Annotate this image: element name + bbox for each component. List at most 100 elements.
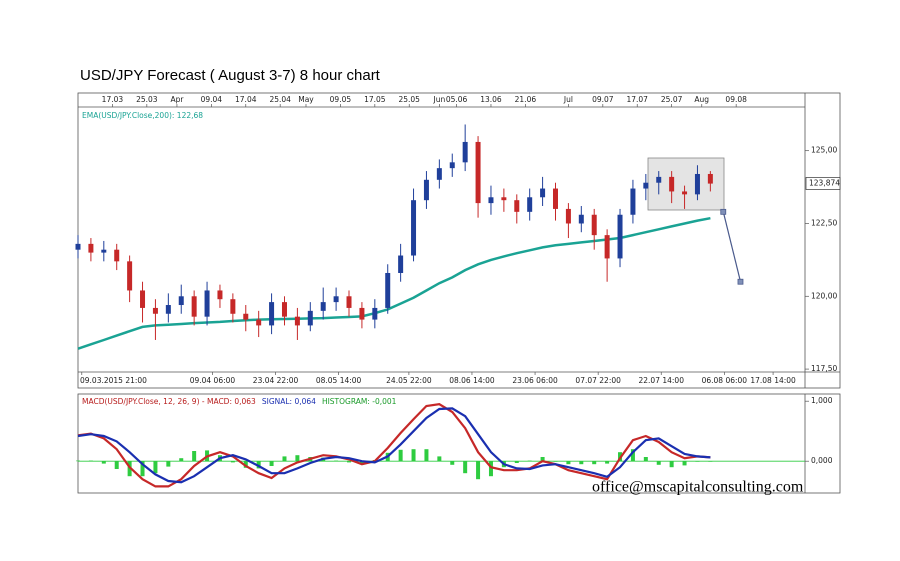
plot-layer: 117,50 120,00 122,50 125,00 17.03 25.03 Apr 09.… [75, 95, 841, 488]
histogram-bar [566, 461, 571, 465]
candle-body [578, 214, 584, 224]
x-tick-top-label: 09.07 [592, 95, 614, 104]
candle-body [591, 214, 597, 236]
candle-body [217, 290, 223, 300]
candle-body [294, 316, 300, 326]
histogram-bar [553, 461, 558, 462]
x-tick-label: 22.07 14:00 [639, 376, 685, 385]
y-tick-label: 117,50 [811, 364, 837, 373]
candle-body [423, 179, 429, 201]
candle-body [178, 296, 184, 306]
histogram-bar [488, 461, 493, 477]
candle-body [152, 307, 158, 314]
histogram-bar [656, 461, 661, 465]
candle-body [114, 249, 120, 262]
histogram-bar [592, 461, 597, 465]
candle-body [527, 197, 533, 212]
candle-body [682, 191, 688, 195]
histogram-bar [579, 461, 584, 465]
x-tick-top-label: 13.06 [480, 95, 502, 104]
x-tick-label: 06.08 06:00 [702, 376, 748, 385]
x-tick-label: 24.05 22:00 [386, 376, 432, 385]
macd-line [77, 407, 711, 484]
histogram-bar [114, 461, 119, 469]
candle-body [552, 188, 558, 209]
x-tick-top-label: 05.06 [446, 95, 468, 104]
ema-label: EMA(USD/JPY.Close,200): 122,68 [82, 111, 203, 120]
candle-body [462, 141, 468, 163]
candle-body [643, 182, 649, 189]
ema-line [77, 216, 711, 350]
candle-body [88, 243, 94, 253]
forecast-point [720, 208, 727, 215]
histogram-bar [153, 461, 158, 474]
candle-body [346, 296, 352, 308]
y-tick-label: 120,00 [811, 291, 837, 300]
histogram-bar [437, 456, 442, 462]
histogram-bar [295, 455, 300, 462]
histogram-bar [359, 461, 364, 465]
histogram-bar [192, 451, 197, 462]
histogram-bar [282, 456, 287, 462]
histogram-bar [140, 461, 145, 477]
histogram-bar [463, 461, 468, 474]
x-tick-top-label: Apr [170, 95, 184, 104]
candle-body [669, 176, 675, 192]
x-tick-top-label: Jun [432, 95, 445, 104]
candle-body [372, 307, 378, 320]
candle-body [191, 296, 197, 317]
candle-body [436, 168, 442, 180]
histogram-bar [450, 461, 455, 465]
candle-body [707, 173, 713, 184]
histogram-bar [514, 461, 519, 463]
x-tick-label: 23.06 06:00 [512, 376, 558, 385]
x-tick-top-label: 21.06 [515, 95, 537, 104]
y-tick-label: 125,00 [811, 146, 837, 155]
x-tick-top-label: 25.04 [269, 95, 291, 104]
histogram-bar [476, 461, 481, 480]
candle-body [307, 310, 313, 326]
x-tick-top-label: Jul [563, 95, 573, 104]
candle-body [617, 214, 623, 259]
histogram-bar [269, 461, 274, 466]
candle-body [501, 197, 507, 201]
x-tick-label: 07.07 22:00 [575, 376, 621, 385]
x-tick-label: 17.08 14:00 [750, 376, 796, 385]
candle-body [411, 200, 417, 256]
candle-body [359, 307, 365, 320]
last-price-label: 123,874 [809, 178, 840, 187]
candle-body [127, 261, 133, 291]
candle-body [514, 200, 520, 212]
candle-body [256, 319, 262, 326]
candle-body [204, 290, 210, 317]
candle-body [488, 197, 494, 204]
candle-body [540, 188, 546, 198]
histogram-bar [76, 460, 80, 462]
x-tick-top-label: 17.03 [102, 95, 124, 104]
x-tick-top-label: 25.05 [398, 95, 420, 104]
histogram-bar [347, 461, 352, 463]
candle-body [230, 299, 236, 314]
histogram-bar [334, 460, 339, 462]
x-tick-top-label: 25.07 [661, 95, 683, 104]
forecast-zone [647, 157, 725, 211]
macd-frame [77, 393, 841, 494]
x-tick-label: 08.05 14:00 [316, 376, 362, 385]
candle-body [630, 188, 636, 215]
histogram-bar [630, 449, 635, 462]
x-tick-label: 08.06 14:00 [449, 376, 495, 385]
candle-body [398, 255, 404, 273]
histogram-bar [101, 461, 106, 464]
candle-body [604, 235, 610, 259]
chart-title: USD/JPY Forecast ( August 3-7) 8 hour ch… [80, 67, 381, 84]
histogram-text: HISTOGRAM: -0,001 [322, 397, 397, 406]
candle-body [140, 290, 146, 308]
histogram-bar [669, 461, 674, 468]
histogram-bar [88, 460, 93, 462]
candle-body [656, 176, 662, 183]
candle-body [694, 173, 700, 195]
macd-label: MACD(USD/JPY.Close, 12, 26, 9) - MACD: 0… [82, 397, 397, 406]
x-tick-label: 23.04 22:00 [253, 376, 299, 385]
candle-body [320, 302, 326, 311]
x-tick-top-label: 17.04 [235, 95, 257, 104]
